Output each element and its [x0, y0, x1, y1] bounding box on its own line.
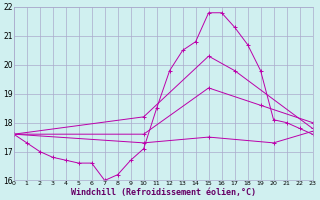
- X-axis label: Windchill (Refroidissement éolien,°C): Windchill (Refroidissement éolien,°C): [71, 188, 256, 197]
